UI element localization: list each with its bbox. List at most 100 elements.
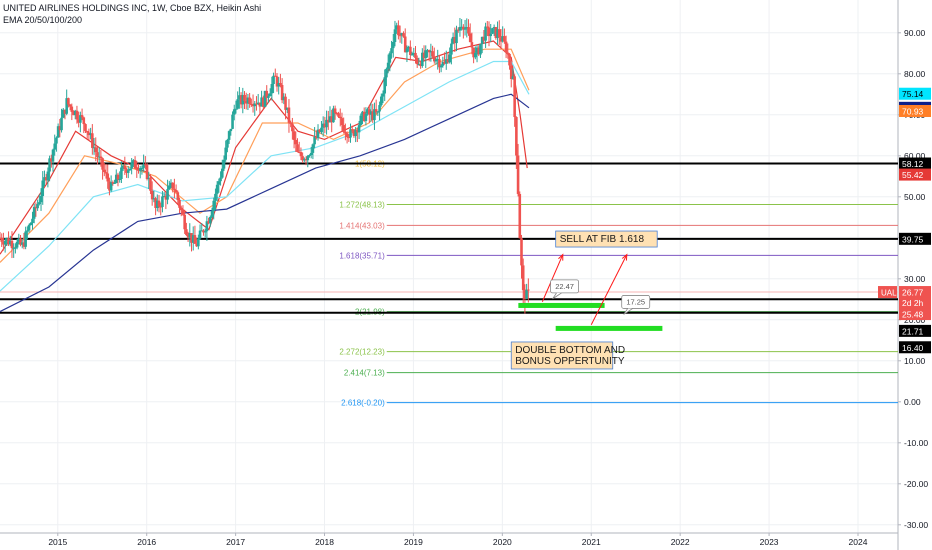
candle-body <box>308 154 311 157</box>
candle-body <box>96 152 99 158</box>
candle-body <box>12 247 15 249</box>
candle-body <box>203 231 207 233</box>
candle-body <box>147 177 151 180</box>
candle-body <box>219 177 222 182</box>
candle-body <box>289 122 292 124</box>
chart-header: UNITED AIRLINES HOLDINGS INC, 1W, Cboe B… <box>3 2 261 26</box>
candle-body <box>176 192 180 201</box>
candle-body <box>393 29 397 43</box>
candle-body <box>439 65 443 68</box>
candle-body <box>424 50 428 59</box>
candle-body <box>20 242 24 245</box>
candle-body <box>126 170 130 173</box>
chart-title: UNITED AIRLINES HOLDINGS INC, 1W, Cboe B… <box>3 3 262 13</box>
candle-body <box>167 185 171 190</box>
candle-body <box>14 247 17 249</box>
candle-body <box>125 169 128 173</box>
candle-body <box>397 25 400 36</box>
candle-body <box>306 156 310 161</box>
candle-body <box>369 111 373 115</box>
candle-body <box>123 165 127 170</box>
candle-body <box>525 289 528 299</box>
candle-body <box>299 152 303 157</box>
grid-lines <box>0 0 898 533</box>
fib-level-label: 2.618(-0.20) <box>341 399 385 408</box>
x-tick-label: 2020 <box>493 537 512 547</box>
candle-body <box>441 61 445 66</box>
fib-level-label: 1.618(35.71) <box>339 251 385 260</box>
y-tick-label: 0.00 <box>904 397 921 407</box>
candle-body <box>31 218 34 223</box>
candle-body <box>285 107 289 110</box>
candle-body <box>352 130 356 137</box>
candle-body <box>349 129 352 138</box>
candle-body <box>19 238 22 245</box>
candle-body <box>347 137 351 139</box>
candle-body <box>197 238 200 247</box>
candle-body <box>250 103 253 105</box>
x-tick-label: 2024 <box>849 537 868 547</box>
candle-body <box>436 59 440 61</box>
candle-body <box>260 97 263 107</box>
arrow-head <box>558 253 564 261</box>
candle-body <box>403 36 407 53</box>
candle-body <box>150 190 154 200</box>
symbol-tag-bg <box>878 286 897 299</box>
candle-body <box>338 116 342 119</box>
candle-body <box>515 117 518 156</box>
candle-body <box>60 117 63 131</box>
candle-body <box>296 144 299 152</box>
price-callout: 17.25 <box>621 295 651 315</box>
candle-body <box>376 111 380 113</box>
candle-body <box>518 193 522 239</box>
candle-body <box>209 216 212 224</box>
candle-body <box>152 198 156 200</box>
candle-body <box>205 221 209 232</box>
candle-body <box>111 182 115 184</box>
candle-body <box>325 119 328 128</box>
candle-body <box>482 36 486 41</box>
candle-body <box>92 147 96 149</box>
candle-body <box>190 233 193 243</box>
symbol-tag-text: UAL <box>881 289 897 298</box>
candle-body <box>335 113 339 115</box>
candle-body <box>330 116 334 123</box>
candles <box>0 17 530 314</box>
candle-body <box>458 26 462 31</box>
candle-body <box>414 52 417 58</box>
candle-body <box>326 119 330 123</box>
candle-body <box>116 174 120 180</box>
candle-body <box>43 177 46 181</box>
y-tick-label: 80.00 <box>904 69 926 79</box>
callout-text: 22.47 <box>555 282 574 291</box>
indicator-label: EMA 20/50/100/200 <box>3 15 83 25</box>
candle-body <box>328 116 332 123</box>
candle-body <box>273 75 277 77</box>
candle-body <box>509 65 513 80</box>
candle-body <box>390 48 393 54</box>
candle-body <box>174 189 178 193</box>
price-label-bg <box>899 168 931 181</box>
candle-body <box>135 168 139 170</box>
candle-body <box>89 133 92 136</box>
candle-body <box>159 206 163 208</box>
candle-body <box>106 173 110 182</box>
candle-body <box>46 171 50 181</box>
candle-body <box>419 64 422 67</box>
x-tick-label: 2018 <box>315 537 334 547</box>
candle-body <box>262 97 265 107</box>
candle-body <box>357 125 361 133</box>
candle-body <box>226 139 229 148</box>
y-tick-label: -30.00 <box>904 520 928 530</box>
candle-body <box>55 137 58 144</box>
price-label-tag: 75.14 <box>899 87 931 100</box>
candle-body <box>280 85 284 101</box>
candle-body <box>451 36 455 44</box>
candle-body <box>501 36 504 42</box>
candle-body <box>166 189 169 200</box>
price-label-text: 55.42 <box>902 170 924 180</box>
price-label-bg <box>899 157 931 170</box>
